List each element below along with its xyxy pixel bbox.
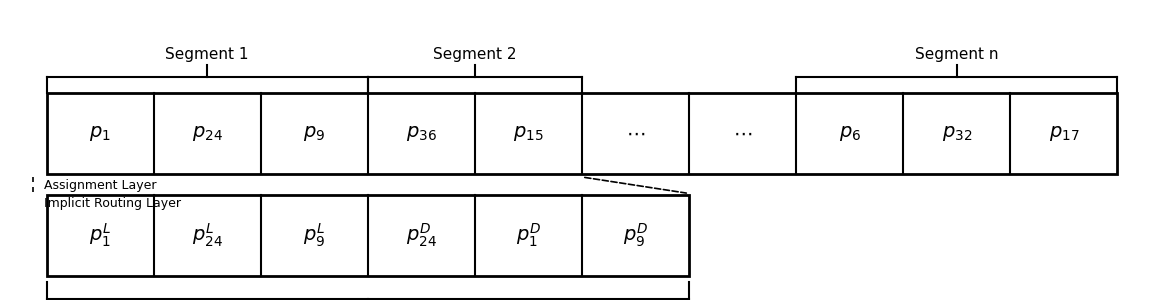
- Text: $p_{24}^D$: $p_{24}^D$: [406, 222, 436, 249]
- Text: $\cdots$: $\cdots$: [626, 124, 645, 143]
- Text: $p_9$: $p_9$: [303, 124, 326, 143]
- Text: Segment 2: Segment 2: [433, 46, 517, 62]
- Text: Segment 1: Segment 1: [165, 46, 249, 62]
- Text: $p_9^L$: $p_9^L$: [303, 222, 326, 249]
- Text: Segment n: Segment n: [915, 46, 999, 62]
- Text: $p_6$: $p_6$: [838, 124, 861, 143]
- Text: $\cdots$: $\cdots$: [733, 124, 752, 143]
- Text: $p_{24}$: $p_{24}$: [192, 124, 222, 143]
- Text: $p_{32}$: $p_{32}$: [942, 124, 972, 143]
- Text: Assignment Layer: Assignment Layer: [44, 178, 157, 191]
- Text: $p_{15}$: $p_{15}$: [513, 124, 544, 143]
- Text: Implicit Routing Layer: Implicit Routing Layer: [44, 196, 182, 209]
- Text: $p_{36}$: $p_{36}$: [406, 124, 436, 143]
- Bar: [47, 93, 1117, 174]
- Text: $p_{17}$: $p_{17}$: [1049, 124, 1079, 143]
- Text: $p_{24}^L$: $p_{24}^L$: [192, 222, 222, 249]
- Bar: [47, 195, 689, 276]
- Text: $p_1$: $p_1$: [90, 124, 111, 143]
- Text: $p_1^D$: $p_1^D$: [516, 222, 541, 249]
- Text: $p_1^L$: $p_1^L$: [88, 222, 112, 249]
- Text: $p_9^D$: $p_9^D$: [623, 222, 648, 249]
